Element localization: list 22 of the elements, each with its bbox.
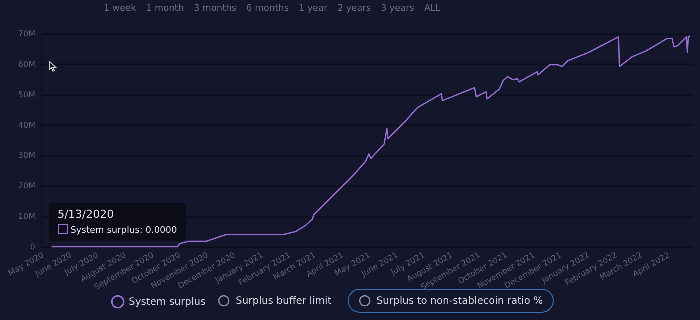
y-tick-label: 50M <box>18 90 36 100</box>
y-tick-label: 0 <box>30 242 36 252</box>
text: Surplus buffer limit <box>235 295 332 307</box>
text: 3 years <box>381 4 414 14</box>
y-tick-label: 20M <box>18 182 36 191</box>
annotation: System surplus: 0.0000 <box>70 225 178 236</box>
text: 1 month <box>146 4 184 14</box>
y-tick-label: 30M <box>18 151 36 160</box>
y-tick-label: 60M <box>18 60 36 69</box>
text: 1 week <box>104 4 136 14</box>
legend-label: System surplus <box>129 297 206 308</box>
text: 6 months <box>246 4 290 14</box>
y-tick-label: 70M <box>18 30 36 38</box>
text: 2 years <box>338 4 372 14</box>
text: 3 months <box>194 4 237 14</box>
y-tick-label: 40M <box>18 120 36 130</box>
line-series <box>51 35 691 248</box>
annotation: 5/13/2020 <box>58 208 116 221</box>
text: 1 year <box>299 4 328 14</box>
text: Surplus to non-stablecoin ratio % <box>376 296 544 306</box>
y-tick-label: 10M <box>18 212 36 222</box>
text: ALL <box>424 4 441 14</box>
